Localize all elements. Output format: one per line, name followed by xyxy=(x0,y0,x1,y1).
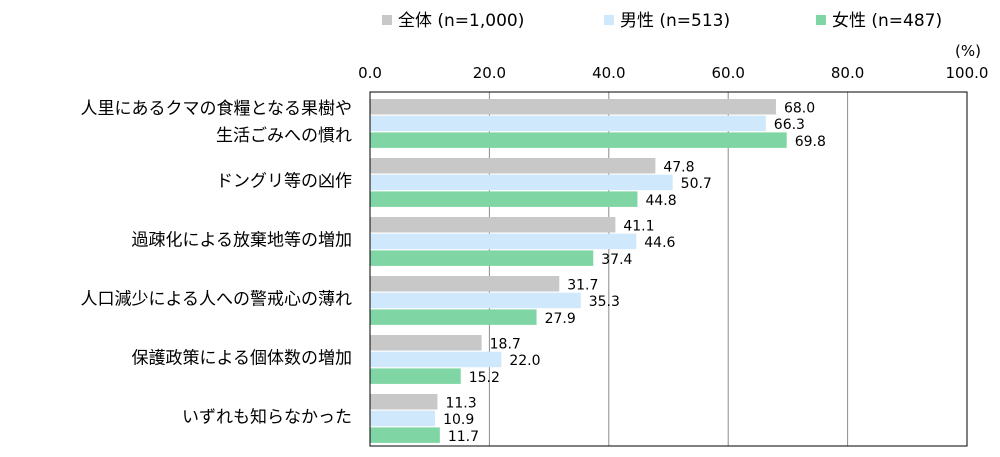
bar xyxy=(370,368,461,384)
bar xyxy=(370,351,502,368)
bar xyxy=(370,233,637,250)
x-tick-label: 60.0 xyxy=(711,64,744,82)
bar xyxy=(370,99,776,115)
category-label: 生活ごみへの慣れ xyxy=(216,126,352,146)
bars xyxy=(370,99,787,443)
plot-frame xyxy=(369,91,968,447)
category-label: 人口減少による人への警戒心の薄れ xyxy=(81,290,353,310)
bar xyxy=(370,276,560,292)
bar xyxy=(370,115,766,132)
value-label: 11.7 xyxy=(448,429,479,445)
x-tick-label: 0.0 xyxy=(358,64,382,82)
category-label: いずれも知らなかった xyxy=(182,408,352,428)
value-label: 22.0 xyxy=(509,353,540,369)
bar xyxy=(370,250,594,266)
bar xyxy=(370,394,438,410)
bar xyxy=(370,335,482,351)
value-label: 15.2 xyxy=(469,370,500,386)
x-tick-label: 20.0 xyxy=(473,64,506,82)
category-labels: 人里にあるクマの食糧となる果樹や生活ごみへの慣れドングリ等の凶作過疎化による放棄… xyxy=(81,99,353,428)
bar xyxy=(370,427,440,443)
value-label: 69.8 xyxy=(795,134,826,150)
value-label: 10.9 xyxy=(443,412,474,428)
value-label: 41.1 xyxy=(623,219,654,235)
x-tick-label: 40.0 xyxy=(592,64,625,82)
legend-label: 女性 (n=487) xyxy=(832,11,942,31)
value-label: 44.8 xyxy=(645,193,676,209)
bar xyxy=(370,410,436,427)
value-label: 27.9 xyxy=(545,311,576,327)
category-label: 保護政策による個体数の増加 xyxy=(132,349,353,369)
legend-swatch xyxy=(604,15,614,25)
x-tick-label: 80.0 xyxy=(831,64,864,82)
legend-swatch xyxy=(382,15,392,25)
value-label: 44.6 xyxy=(644,235,675,251)
bar xyxy=(370,217,616,233)
category-label: ドングリ等の凶作 xyxy=(216,172,352,192)
value-label: 50.7 xyxy=(681,176,712,192)
category-label: 人里にあるクマの食糧となる果樹や xyxy=(81,99,353,119)
value-labels: 68.066.369.8 47.850.7 44.8 41.144.6 37.431.7… xyxy=(443,101,826,445)
unit-label: (%) xyxy=(955,42,981,60)
bar xyxy=(370,174,673,191)
x-tick-label: 100.0 xyxy=(946,64,989,82)
value-label: 31.7 xyxy=(567,278,598,294)
value-label: 35.3 xyxy=(589,294,620,310)
value-label: 11.3 xyxy=(445,396,476,412)
legend: 全体 (n=1,000) 男性 (n=513) 女性 (n=487) xyxy=(382,11,942,31)
bar xyxy=(370,158,656,174)
bar xyxy=(370,292,581,309)
bar xyxy=(370,132,787,148)
bar xyxy=(370,191,638,207)
x-axis-ticks: 0.0 20.0 40.0 60.0 80.0 100.0 xyxy=(358,64,988,82)
legend-swatch xyxy=(816,15,826,25)
value-label: 18.7 xyxy=(490,337,521,353)
category-label: 過疎化による放棄地等の増加 xyxy=(132,231,353,251)
gridlines xyxy=(488,92,849,446)
value-label: 47.8 xyxy=(663,160,694,176)
legend-label: 男性 (n=513) xyxy=(620,11,730,31)
value-label: 68.0 xyxy=(784,101,815,117)
value-label: 66.3 xyxy=(774,117,805,133)
legend-label: 全体 (n=1,000) xyxy=(398,11,524,31)
value-label: 37.4 xyxy=(601,252,632,268)
bar xyxy=(370,309,537,325)
